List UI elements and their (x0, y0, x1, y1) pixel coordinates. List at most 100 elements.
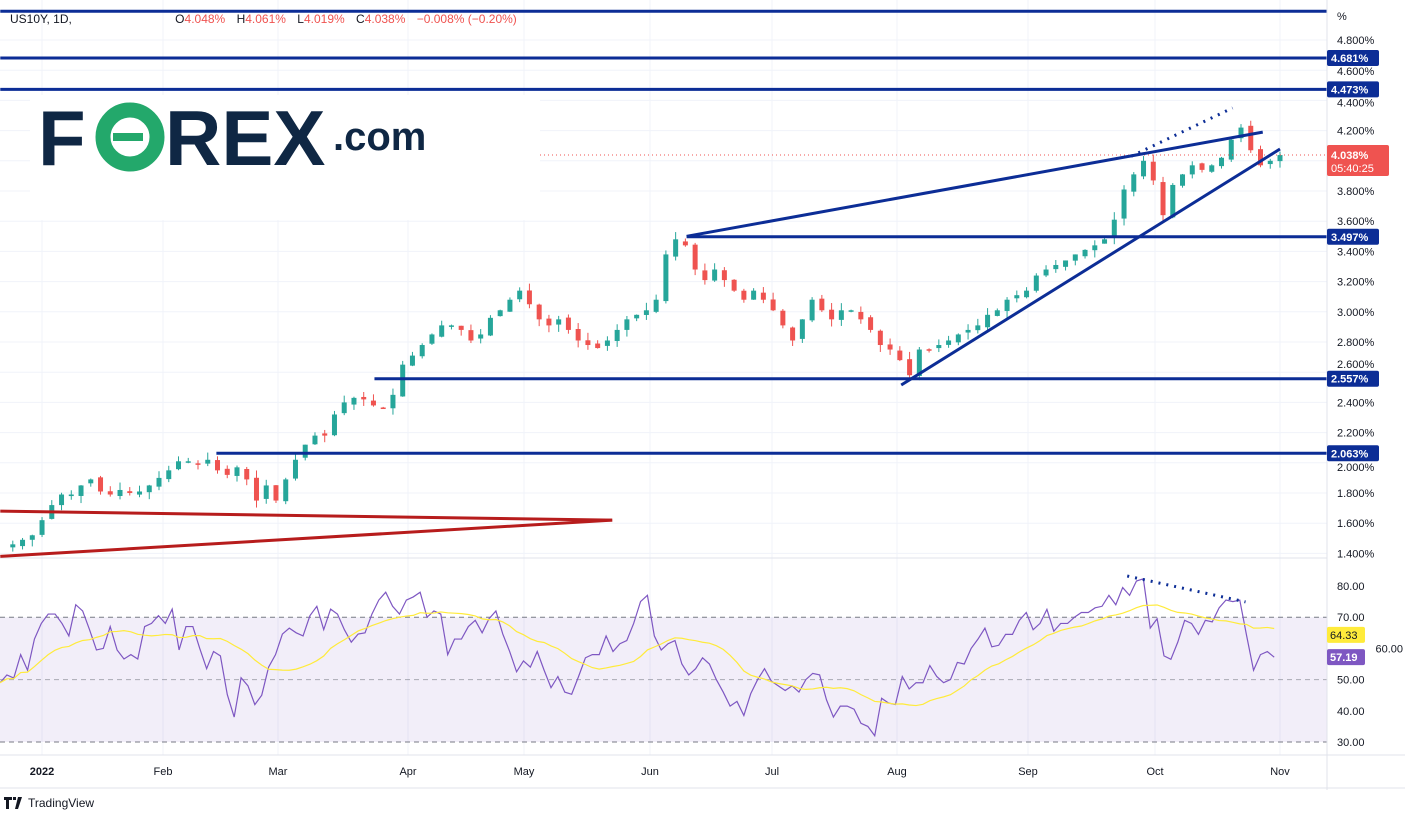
candle-body (39, 520, 45, 535)
symbol-label[interactable]: US10Y, 1D, (10, 12, 72, 26)
candle-body (302, 444, 308, 458)
high-label: H (236, 12, 246, 26)
candle (448, 324, 454, 330)
candle (478, 329, 484, 344)
tradingview-attribution[interactable]: TradingView (4, 796, 94, 810)
candle (1170, 183, 1176, 219)
price-axis-bg (1327, 0, 1405, 790)
candle (88, 478, 94, 487)
candle (322, 429, 328, 443)
candle (1024, 287, 1030, 299)
candle (585, 332, 591, 350)
candle (273, 485, 279, 503)
candle-body (877, 330, 883, 346)
candle-body (361, 396, 367, 400)
time-tick-label: Nov (1270, 766, 1290, 778)
candle (205, 452, 211, 467)
candle-body (1004, 299, 1010, 311)
candle-body (400, 364, 406, 397)
candle (1004, 297, 1010, 319)
candle (712, 263, 718, 282)
candle-body (1024, 290, 1030, 298)
candle (244, 466, 250, 486)
candle-body (322, 433, 328, 436)
candle (682, 238, 688, 247)
candle-body (292, 459, 298, 479)
candle (1053, 260, 1059, 273)
candle-body (673, 239, 679, 257)
time-tick-label: Oct (1146, 766, 1163, 778)
candle-body (985, 314, 991, 328)
candle (29, 534, 35, 547)
candle-body (682, 241, 688, 246)
candle (877, 329, 883, 352)
level-badge (1327, 445, 1379, 462)
candle (887, 338, 893, 355)
trendline (0, 509, 613, 522)
price-tick-label: 3.600% (1337, 216, 1375, 228)
rsi-label: 57.19 (1330, 652, 1358, 664)
last-price-badge (1327, 145, 1389, 177)
candle-body (556, 319, 562, 325)
close-label: C (356, 12, 365, 26)
rsi-band-fill (0, 617, 1327, 742)
candle (292, 454, 298, 481)
candle (185, 457, 191, 464)
candle (156, 471, 162, 491)
candle (1102, 238, 1108, 244)
candle-body (887, 344, 893, 350)
candle-body (185, 461, 191, 463)
logo-suffix: .com (333, 115, 426, 159)
open-value: 4.048% (184, 12, 226, 26)
candle-body (565, 317, 571, 330)
candle-body (224, 468, 230, 475)
candle (575, 323, 581, 348)
candle-body (468, 330, 474, 341)
candle-body (137, 491, 143, 495)
candle-body (575, 329, 581, 341)
candle-body (848, 310, 854, 312)
price-tick-label: 3.000% (1337, 307, 1375, 319)
time-tick-label: Jun (641, 766, 659, 778)
candle (536, 303, 542, 327)
last-price-label: 4.038% (1331, 150, 1369, 162)
candle-body (604, 340, 610, 346)
time-tick-label: Sep (1018, 766, 1038, 778)
candle (955, 333, 961, 346)
close-value: 4.038% (364, 12, 406, 26)
trendline (686, 130, 1264, 238)
candle (214, 456, 220, 474)
level-badge (1327, 81, 1379, 98)
candle (458, 325, 464, 336)
change-value: −0.008% (−0.20%) (416, 12, 517, 26)
time-tick-label: Feb (154, 766, 173, 778)
open-label: O (175, 12, 185, 26)
candle (331, 410, 337, 437)
candle-body (214, 460, 220, 471)
candle (312, 432, 318, 445)
candle-body (409, 355, 415, 366)
tradingview-logo-icon (4, 797, 22, 809)
candle-body (858, 311, 864, 320)
logo-o-bar (113, 133, 143, 141)
candle-body (634, 314, 640, 319)
candle (838, 303, 844, 326)
candle-body (1160, 182, 1166, 216)
candle (1131, 172, 1137, 197)
candle-body (68, 494, 74, 497)
candle (819, 294, 825, 313)
candle (868, 315, 874, 333)
candle (556, 315, 562, 332)
candle-body (312, 435, 318, 445)
candle-body (1258, 149, 1264, 166)
candle-body (731, 279, 737, 291)
candle (1092, 240, 1098, 258)
price-tick-label: 4.200% (1337, 126, 1375, 138)
candle (731, 279, 737, 292)
candle (439, 320, 445, 338)
candle-body (741, 290, 747, 300)
time-tick-label: 2022 (30, 766, 54, 778)
candle-body (20, 539, 26, 547)
candle-body (760, 292, 766, 300)
